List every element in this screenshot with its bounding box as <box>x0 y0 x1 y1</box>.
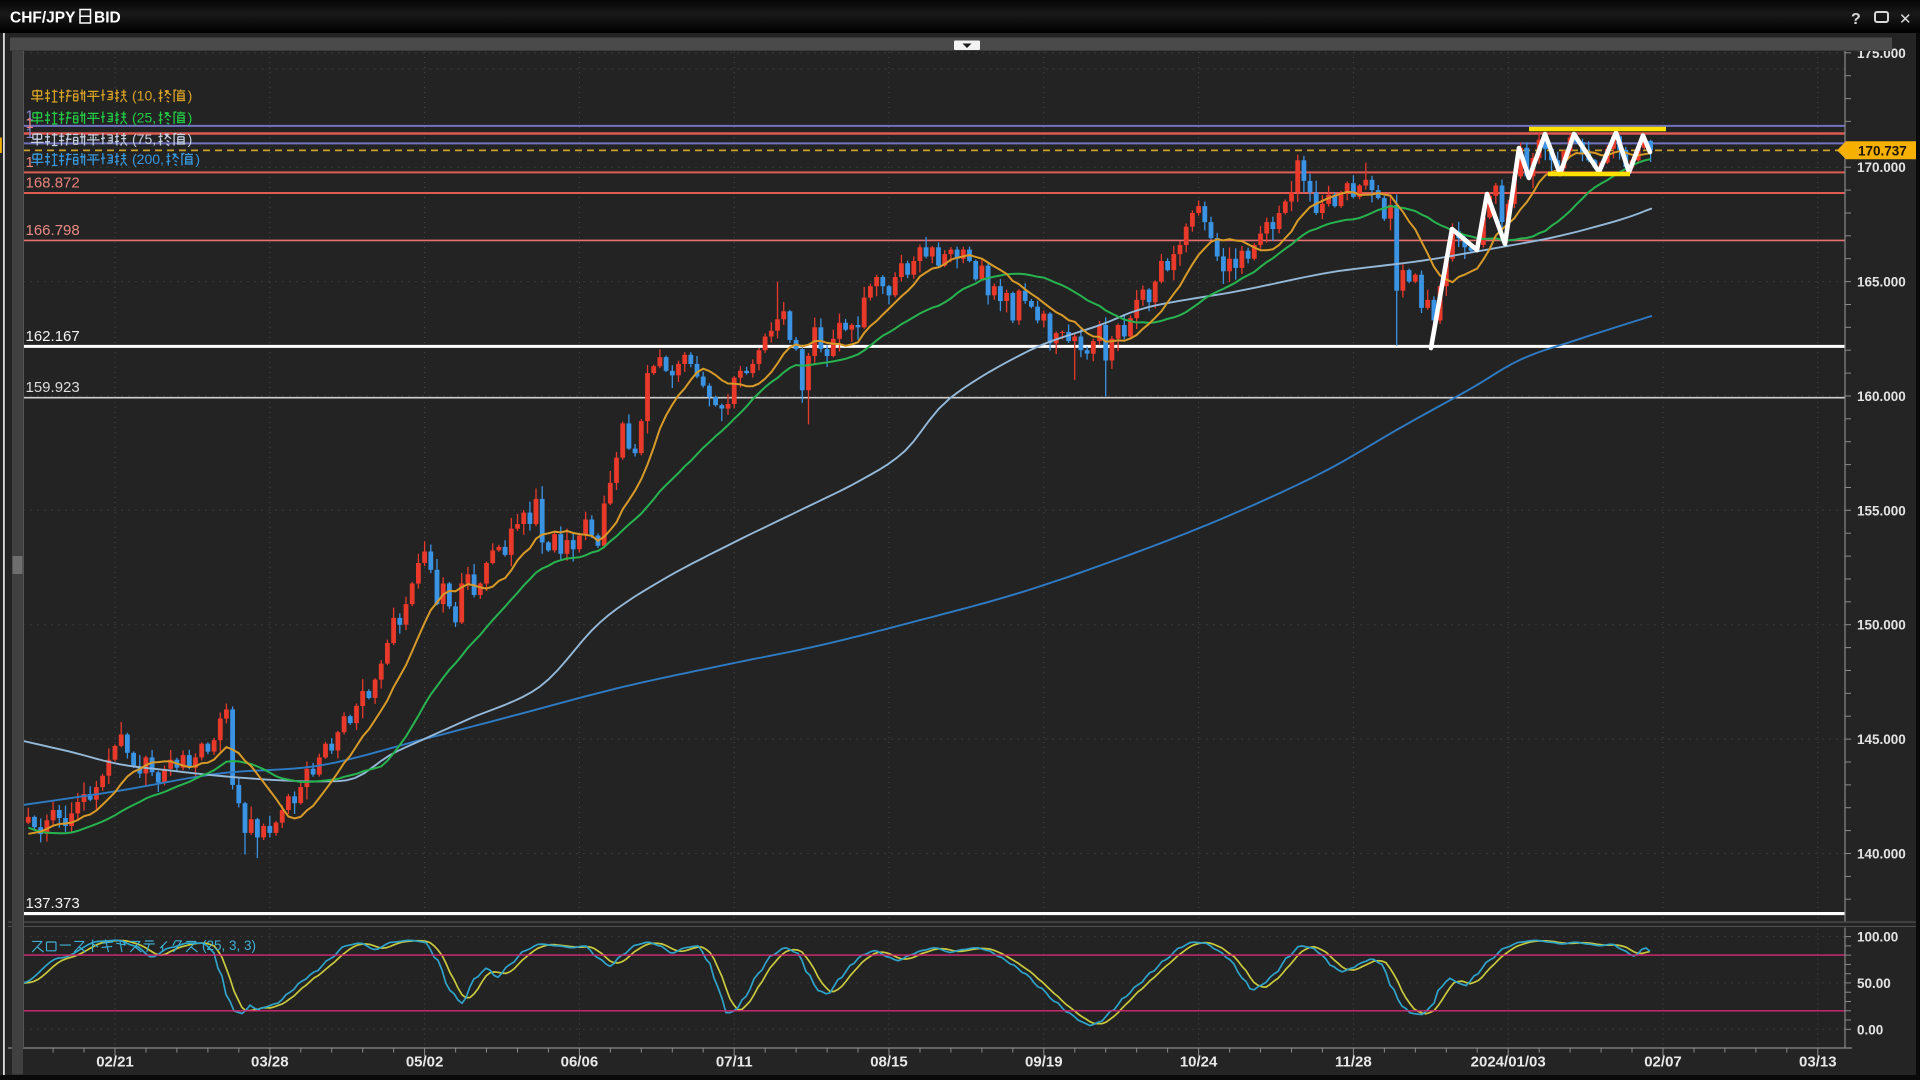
svg-text:): ) <box>188 131 193 147</box>
svg-text:150.000: 150.000 <box>1857 618 1906 633</box>
svg-text:140.000: 140.000 <box>1857 847 1906 862</box>
svg-text:171.804: 171.804 <box>26 107 80 124</box>
svg-text:07/11: 07/11 <box>716 1054 753 1071</box>
svg-text:05/02: 05/02 <box>406 1054 444 1071</box>
svg-text:155.000: 155.000 <box>1857 503 1906 518</box>
svg-text:08/15: 08/15 <box>870 1054 908 1071</box>
svg-text:160.000: 160.000 <box>1857 389 1906 404</box>
svg-text:BID: BID <box>94 10 121 27</box>
svg-text:): ) <box>188 88 193 104</box>
svg-text:137.373: 137.373 <box>26 895 80 912</box>
svg-text:171.040: 171.040 <box>26 125 80 142</box>
svg-text:): ) <box>188 110 193 126</box>
svg-text:(200,: (200, <box>132 151 164 167</box>
svg-text:03/13: 03/13 <box>1799 1054 1837 1071</box>
svg-text:10/24: 10/24 <box>1180 1054 1218 1071</box>
svg-text:✕: ✕ <box>1899 11 1912 28</box>
svg-text:): ) <box>195 151 200 167</box>
svg-text:(25,: (25, <box>132 110 156 126</box>
svg-text:03/28: 03/28 <box>251 1054 289 1071</box>
svg-text:145.000: 145.000 <box>1857 732 1906 747</box>
svg-text:100.00: 100.00 <box>1857 930 1898 945</box>
svg-text:171.473: 171.473 <box>26 115 80 132</box>
svg-text:06/06: 06/06 <box>561 1054 599 1071</box>
svg-text:(10,: (10, <box>132 88 156 104</box>
svg-text:169.773: 169.773 <box>26 154 80 171</box>
svg-text:165.000: 165.000 <box>1857 275 1906 290</box>
svg-text:166.798: 166.798 <box>26 222 80 239</box>
svg-text:(25, 3, 3): (25, 3, 3) <box>202 938 256 953</box>
svg-text:170.737: 170.737 <box>1858 143 1907 158</box>
svg-text:CHF/JPY: CHF/JPY <box>10 10 76 27</box>
svg-text:159.923: 159.923 <box>26 379 80 396</box>
svg-text:02/21: 02/21 <box>96 1054 134 1071</box>
svg-text:2024/01/03: 2024/01/03 <box>1471 1054 1546 1071</box>
svg-text:168.872: 168.872 <box>26 175 80 192</box>
svg-text:50.00: 50.00 <box>1857 976 1891 991</box>
svg-text:09/19: 09/19 <box>1025 1054 1063 1071</box>
svg-text:?: ? <box>1851 11 1861 28</box>
svg-text:(75,: (75, <box>132 131 156 147</box>
svg-text:0.00: 0.00 <box>1857 1022 1883 1037</box>
svg-text:02/07: 02/07 <box>1644 1054 1682 1071</box>
svg-text:11/28: 11/28 <box>1335 1054 1372 1071</box>
svg-text:162.167: 162.167 <box>26 328 80 345</box>
svg-text:170.000: 170.000 <box>1857 160 1906 175</box>
